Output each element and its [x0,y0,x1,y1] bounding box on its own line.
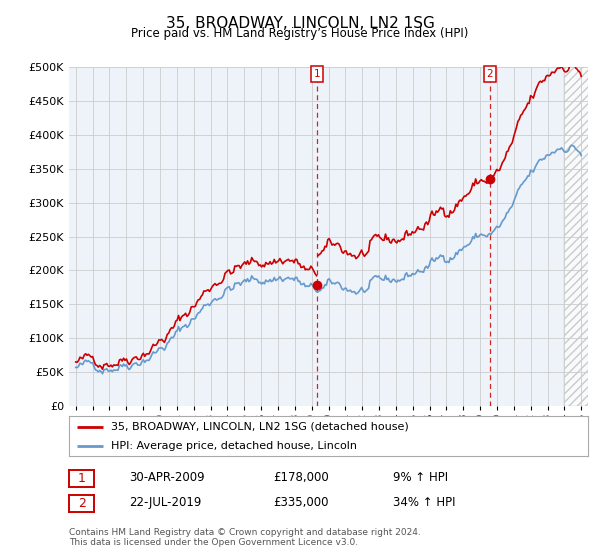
Text: £335,000: £335,000 [273,496,329,509]
Text: 35, BROADWAY, LINCOLN, LN2 1SG: 35, BROADWAY, LINCOLN, LN2 1SG [166,16,434,31]
Text: 9% ↑ HPI: 9% ↑ HPI [393,470,448,484]
Text: 1: 1 [77,472,86,485]
Text: 2: 2 [487,69,493,79]
Text: £178,000: £178,000 [273,470,329,484]
Text: HPI: Average price, detached house, Lincoln: HPI: Average price, detached house, Linc… [110,441,356,450]
Text: Contains HM Land Registry data © Crown copyright and database right 2024.
This d: Contains HM Land Registry data © Crown c… [69,528,421,547]
Text: 2: 2 [77,497,86,510]
Text: 34% ↑ HPI: 34% ↑ HPI [393,496,455,509]
Text: Price paid vs. HM Land Registry’s House Price Index (HPI): Price paid vs. HM Land Registry’s House … [131,27,469,40]
Text: 1: 1 [314,69,320,79]
Text: 22-JUL-2019: 22-JUL-2019 [129,496,202,509]
Text: 30-APR-2009: 30-APR-2009 [129,470,205,484]
Text: 35, BROADWAY, LINCOLN, LN2 1SG (detached house): 35, BROADWAY, LINCOLN, LN2 1SG (detached… [110,422,408,432]
Bar [565,67,590,406]
